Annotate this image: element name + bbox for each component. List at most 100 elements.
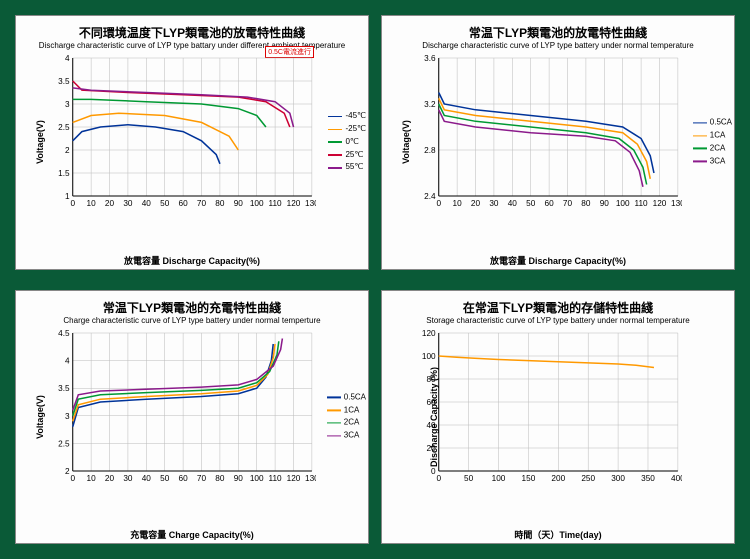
svg-text:0: 0 [431,467,436,476]
svg-text:80: 80 [215,199,225,208]
legend-label: -25℃ [345,123,366,136]
legend-label: 25℃ [345,149,363,162]
legend-swatch [693,135,707,137]
svg-text:110: 110 [635,199,649,208]
svg-text:30: 30 [489,199,499,208]
svg-text:70: 70 [197,199,207,208]
svg-text:3: 3 [65,411,70,420]
legend-label: 1CA [344,404,360,417]
svg-text:100: 100 [492,474,506,483]
svg-text:70: 70 [563,199,573,208]
svg-text:2.5: 2.5 [58,123,70,132]
title-en: Storage characteristic curve of LYP type… [386,316,730,325]
svg-text:30: 30 [123,474,133,483]
y-axis-label: Voltage(V) [35,395,45,439]
svg-text:60: 60 [179,199,189,208]
svg-text:90: 90 [600,199,610,208]
legend-swatch [328,129,342,131]
svg-text:80: 80 [581,199,591,208]
legend-swatch [328,167,342,169]
legend-swatch [693,122,707,124]
chart-area: 010203040506070809010011012013011.522.53… [48,54,316,214]
title-zh: 不同環境温度下LYP類電池的放電特性曲綫 [20,24,364,41]
x-axis-label: 放電容量 Discharge Capacity(%) [490,254,626,267]
legend-item: 0.5CA [693,117,732,130]
title-zh: 常温下LYP類電池的放電特性曲綫 [386,24,730,41]
legend-label: 1CA [710,129,726,142]
chart-area: 050100150200250300350400020406080100120 [414,329,682,489]
svg-text:4: 4 [65,356,70,365]
legend-item: 2CA [693,142,732,155]
legend-item: 55℃ [328,161,366,174]
legend-item: -25℃ [328,123,366,136]
svg-text:350: 350 [641,474,655,483]
svg-text:250: 250 [581,474,595,483]
legend-label: 0℃ [345,136,358,149]
svg-text:50: 50 [526,199,536,208]
svg-text:150: 150 [522,474,536,483]
svg-text:110: 110 [269,474,283,483]
svg-text:400: 400 [671,474,682,483]
y-axis-label: Voltage(V) [35,120,45,164]
plot-svg: 010203040506070809010011012013011.522.53… [48,54,316,214]
svg-text:3.6: 3.6 [424,54,436,63]
svg-text:40: 40 [142,199,152,208]
svg-text:2.4: 2.4 [424,192,436,201]
svg-text:200: 200 [551,474,565,483]
chart-area: 01020304050607080901001101201302.42.83.2… [414,54,682,214]
svg-text:120: 120 [422,329,436,338]
svg-text:3.2: 3.2 [424,100,436,109]
svg-text:20: 20 [426,444,436,453]
svg-text:40: 40 [142,474,152,483]
svg-text:70: 70 [197,474,207,483]
svg-text:2.8: 2.8 [424,146,436,155]
legend-item: 3CA [327,430,366,443]
legend-label: 3CA [344,430,360,443]
legend-item: 2CA [327,417,366,430]
svg-text:50: 50 [160,199,170,208]
svg-text:40: 40 [508,199,518,208]
svg-text:100: 100 [250,199,264,208]
legend-swatch [693,161,707,163]
svg-text:0: 0 [70,474,75,483]
svg-text:0: 0 [70,199,75,208]
svg-text:40: 40 [426,421,436,430]
legend-label: 3CA [710,155,726,168]
svg-text:130: 130 [305,199,316,208]
plot-svg: 050100150200250300350400020406080100120 [414,329,682,489]
legend-item: 3CA [693,155,732,168]
y-axis-label: Voltage(V) [401,120,411,164]
legend: -45℃-25℃0℃25℃55℃ [328,110,366,174]
x-axis-label: 放電容量 Discharge Capacity(%) [124,254,260,267]
legend-label: -45℃ [345,110,366,123]
legend: 0.5CA1CA2CA3CA [693,117,732,168]
legend-swatch [327,410,341,412]
legend-swatch [327,397,341,399]
svg-text:10: 10 [87,474,97,483]
svg-text:100: 100 [422,352,436,361]
svg-text:90: 90 [234,199,244,208]
svg-text:100: 100 [616,199,630,208]
svg-text:120: 120 [287,199,301,208]
svg-text:4: 4 [65,54,70,63]
svg-text:0: 0 [436,199,441,208]
svg-text:1: 1 [65,192,70,201]
svg-text:0: 0 [436,474,441,483]
svg-text:2.5: 2.5 [58,439,70,448]
svg-text:130: 130 [671,199,682,208]
legend-swatch [328,141,342,143]
svg-text:80: 80 [426,375,436,384]
title-zh: 常温下LYP類電池的充電特性曲綫 [20,299,364,316]
svg-text:50: 50 [160,474,170,483]
svg-text:50: 50 [464,474,474,483]
legend-swatch [328,116,342,118]
legend-item: 1CA [693,129,732,142]
svg-text:300: 300 [611,474,625,483]
plot-svg: 01020304050607080901001101201302.42.83.2… [414,54,682,214]
svg-text:20: 20 [471,199,481,208]
svg-text:10: 10 [453,199,463,208]
svg-text:60: 60 [179,474,189,483]
svg-text:20: 20 [105,199,115,208]
legend: 0.5CA1CA2CA3CA [327,391,366,442]
svg-text:80: 80 [215,474,225,483]
